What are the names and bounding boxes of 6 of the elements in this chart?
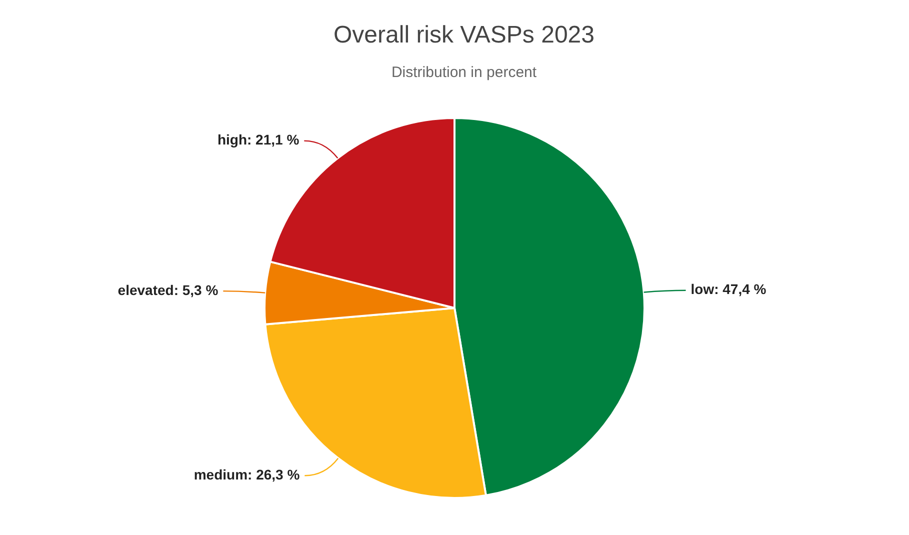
chart-subtitle: Distribution in percent	[391, 64, 538, 82]
slice-label: high: 21,1 %	[217, 132, 300, 148]
slice-label: low: 47,4 %	[690, 281, 767, 298]
slice-label: elevated: 5,3 %	[118, 282, 219, 298]
slice-label: medium: 26,3 %	[194, 466, 300, 482]
chart-title: Overall risk VASPs 2023	[334, 22, 594, 49]
